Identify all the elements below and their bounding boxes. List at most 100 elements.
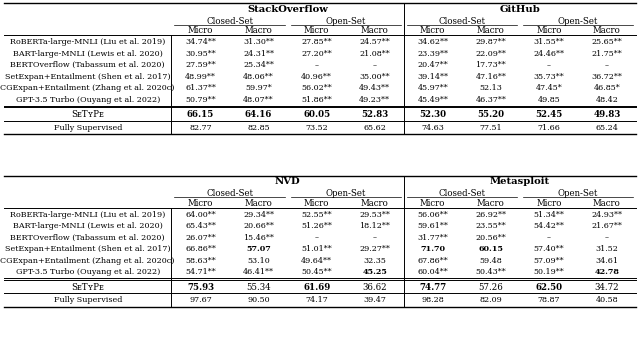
Text: 90.50: 90.50: [247, 296, 270, 305]
Text: 23.55**: 23.55**: [476, 222, 506, 230]
Text: 55.20: 55.20: [477, 110, 504, 119]
Text: Micro: Micro: [420, 198, 445, 207]
Text: 77.51: 77.51: [479, 124, 502, 132]
Text: 46.41**: 46.41**: [243, 268, 274, 276]
Text: 52.45: 52.45: [535, 110, 563, 119]
Text: 42.78: 42.78: [595, 268, 620, 276]
Text: 53.10: 53.10: [247, 257, 270, 265]
Text: 15.46**: 15.46**: [243, 234, 274, 242]
Text: 49.64**: 49.64**: [301, 257, 332, 265]
Text: 26.92**: 26.92**: [476, 211, 506, 219]
Text: 62.50: 62.50: [535, 283, 563, 292]
Text: Micro: Micro: [536, 198, 561, 207]
Text: 22.09**: 22.09**: [476, 50, 506, 58]
Text: 45.25: 45.25: [362, 268, 387, 276]
Text: 71.66: 71.66: [538, 124, 561, 132]
Text: 35.00**: 35.00**: [360, 73, 390, 81]
Text: Closed-Set: Closed-Set: [206, 17, 253, 26]
Text: Micro: Micro: [420, 26, 445, 35]
Text: Open-Set: Open-Set: [326, 189, 366, 198]
Text: 27.85**: 27.85**: [301, 38, 332, 46]
Text: 31.52: 31.52: [596, 245, 618, 253]
Text: 57.26: 57.26: [479, 283, 503, 292]
Text: GPT-3.5 Turbo (Ouyang et al. 2022): GPT-3.5 Turbo (Ouyang et al. 2022): [15, 96, 160, 104]
Text: 59.48: 59.48: [479, 257, 502, 265]
Text: –: –: [315, 234, 319, 242]
Text: Macro: Macro: [593, 26, 621, 35]
Text: 23.39**: 23.39**: [417, 50, 448, 58]
Text: 32.35: 32.35: [364, 257, 386, 265]
Text: 57.40**: 57.40**: [534, 245, 564, 253]
Text: 45.97**: 45.97**: [417, 84, 448, 92]
Text: BERTOverflow (Tabassum et al. 2020): BERTOverflow (Tabassum et al. 2020): [10, 234, 165, 242]
Text: 60.15: 60.15: [478, 245, 503, 253]
Text: StackOverflow: StackOverflow: [247, 5, 328, 14]
Text: 49.83: 49.83: [593, 110, 621, 119]
Text: 74.63: 74.63: [421, 124, 444, 132]
Text: CGExpan+Entailment (Zhang et al. 2020c): CGExpan+Entailment (Zhang et al. 2020c): [1, 257, 175, 265]
Text: 59.97*: 59.97*: [245, 84, 272, 92]
Text: 64.00**: 64.00**: [185, 211, 216, 219]
Text: 50.79**: 50.79**: [185, 96, 216, 104]
Text: 30.95**: 30.95**: [185, 50, 216, 58]
Text: 29.34**: 29.34**: [243, 211, 274, 219]
Text: 47.16**: 47.16**: [476, 73, 506, 81]
Text: SetExpan+Entailment (Shen et al. 2017): SetExpan+Entailment (Shen et al. 2017): [5, 245, 170, 253]
Text: 97.67: 97.67: [189, 296, 212, 305]
Text: 66.86**: 66.86**: [185, 245, 216, 253]
Text: 34.74**: 34.74**: [185, 38, 216, 46]
Text: 40.96**: 40.96**: [301, 73, 332, 81]
Text: RoBERTa-large-MNLI (Liu et al. 2019): RoBERTa-large-MNLI (Liu et al. 2019): [10, 38, 165, 46]
Text: 98.28: 98.28: [421, 296, 444, 305]
Text: 52.30: 52.30: [419, 110, 446, 119]
Text: 64.16: 64.16: [245, 110, 272, 119]
Text: Closed-Set: Closed-Set: [206, 189, 253, 198]
Text: 31.77**: 31.77**: [417, 234, 448, 242]
Text: 24.57**: 24.57**: [359, 38, 390, 46]
Text: 27.59**: 27.59**: [185, 61, 216, 69]
Text: 49.23**: 49.23**: [359, 96, 390, 104]
Text: GPT-3.5 Turbo (Ouyang et al. 2022): GPT-3.5 Turbo (Ouyang et al. 2022): [15, 268, 160, 276]
Text: Metasploit: Metasploit: [490, 177, 550, 187]
Text: 50.43**: 50.43**: [476, 268, 506, 276]
Text: 36.62: 36.62: [362, 283, 387, 292]
Text: Macro: Macro: [477, 198, 505, 207]
Text: 78.87: 78.87: [538, 296, 560, 305]
Text: 50.45**: 50.45**: [301, 268, 332, 276]
Text: 61.69: 61.69: [303, 283, 330, 292]
Text: –: –: [372, 61, 377, 69]
Text: 34.61: 34.61: [595, 257, 618, 265]
Text: 74.77: 74.77: [419, 283, 446, 292]
Text: –: –: [547, 234, 551, 242]
Text: 34.62**: 34.62**: [417, 38, 448, 46]
Text: CGExpan+Entailment (Zhang et al. 2020c): CGExpan+Entailment (Zhang et al. 2020c): [1, 84, 175, 92]
Text: 57.09**: 57.09**: [534, 257, 564, 265]
Text: Macro: Macro: [593, 198, 621, 207]
Text: 74.17: 74.17: [305, 296, 328, 305]
Text: Fully Supervised: Fully Supervised: [54, 296, 122, 305]
Text: 52.13: 52.13: [479, 84, 502, 92]
Text: 29.53**: 29.53**: [359, 211, 390, 219]
Text: 82.09: 82.09: [479, 296, 502, 305]
Text: 46.85*: 46.85*: [593, 84, 620, 92]
Text: 49.85: 49.85: [538, 96, 560, 104]
Text: 25.65**: 25.65**: [591, 38, 622, 46]
Text: 25.34**: 25.34**: [243, 61, 274, 69]
Text: 48.06**: 48.06**: [243, 73, 274, 81]
Text: Micro: Micro: [188, 26, 213, 35]
Text: GitHub: GitHub: [499, 5, 540, 14]
Text: 17.73**: 17.73**: [476, 61, 506, 69]
Text: Macro: Macro: [477, 26, 505, 35]
Text: 20.47**: 20.47**: [417, 61, 448, 69]
Text: 24.31**: 24.31**: [243, 50, 274, 58]
Text: 60.05: 60.05: [303, 110, 330, 119]
Text: –: –: [315, 61, 319, 69]
Text: 65.62: 65.62: [364, 124, 386, 132]
Text: Fully Supervised: Fully Supervised: [54, 124, 122, 132]
Text: Macro: Macro: [361, 26, 388, 35]
Text: 49.43**: 49.43**: [359, 84, 390, 92]
Text: 73.52: 73.52: [305, 124, 328, 132]
Text: 47.45*: 47.45*: [536, 84, 563, 92]
Text: Macro: Macro: [361, 198, 388, 207]
Text: Micro: Micro: [536, 26, 561, 35]
